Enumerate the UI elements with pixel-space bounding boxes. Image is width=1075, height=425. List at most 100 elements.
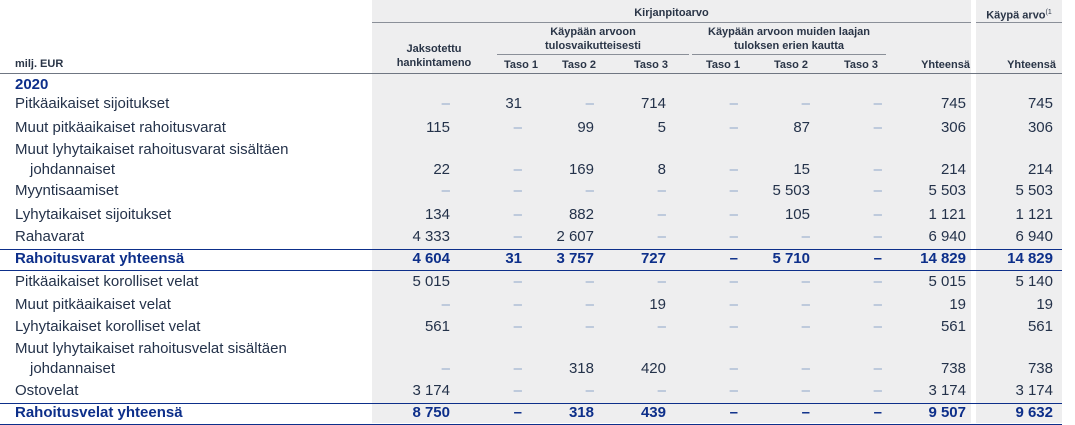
table-cell: – bbox=[729, 206, 738, 223]
table-cell: – bbox=[873, 228, 882, 245]
table-cell: – bbox=[729, 182, 738, 199]
table-cell: – bbox=[873, 161, 882, 178]
table-cell: 169 bbox=[568, 161, 594, 178]
table-cell: – bbox=[441, 182, 450, 199]
table-cell: 87 bbox=[793, 119, 810, 136]
row-label: Lyhytaikaiset korolliset velat bbox=[15, 318, 201, 335]
table-cell: – bbox=[873, 250, 882, 267]
table-cell: 31 bbox=[505, 95, 522, 112]
table-cell: 1 121 bbox=[928, 206, 966, 223]
table-cell: 727 bbox=[640, 250, 666, 267]
table-cell: 5 503 bbox=[1015, 182, 1053, 199]
header-yhteensa: Yhteensä bbox=[921, 59, 970, 71]
table-cell: – bbox=[729, 360, 738, 377]
table-cell: – bbox=[441, 296, 450, 313]
row-label-continued: johdannaiset bbox=[30, 360, 116, 377]
table-cell: – bbox=[513, 360, 522, 377]
table-cell: – bbox=[513, 296, 522, 313]
table-cell: 306 bbox=[940, 119, 966, 136]
total-rule-bottom bbox=[0, 270, 1062, 271]
table-cell: – bbox=[657, 206, 666, 223]
row-label: Rahoitusvelat yhteensä bbox=[15, 404, 183, 421]
table-cell: – bbox=[873, 360, 882, 377]
table-cell: 105 bbox=[784, 206, 810, 223]
table-cell: 214 bbox=[1027, 161, 1053, 178]
table-cell: – bbox=[585, 182, 594, 199]
table-cell: 5 503 bbox=[772, 182, 810, 199]
table-cell: 4 333 bbox=[412, 228, 450, 245]
row-label: Rahavarat bbox=[15, 228, 85, 245]
table-cell: 5 015 bbox=[412, 273, 450, 290]
row-label: Muut lyhytaikaiset rahoitusvarat sisältä… bbox=[15, 141, 289, 158]
table-cell: – bbox=[513, 182, 522, 199]
table-cell: 745 bbox=[940, 95, 966, 112]
table-cell: 306 bbox=[1027, 119, 1053, 136]
header-rule-bottom bbox=[0, 73, 1062, 74]
header-taso1b: Taso 1 bbox=[705, 59, 741, 71]
table-cell: – bbox=[513, 119, 522, 136]
table-cell: – bbox=[513, 318, 522, 335]
table-cell: – bbox=[873, 206, 882, 223]
row-label: Pitkäaikaiset sijoitukset bbox=[15, 95, 170, 112]
table-cell: 2 607 bbox=[556, 228, 594, 245]
header-rule-top-fv bbox=[976, 22, 1062, 23]
table-cell: – bbox=[729, 119, 738, 136]
row-label-continued: johdannaiset bbox=[30, 161, 116, 178]
table-cell: 14 829 bbox=[920, 250, 966, 267]
table-cell: – bbox=[513, 404, 522, 421]
total-rule-top bbox=[0, 249, 1062, 250]
header-group-muut: Käypään arvoon muiden laajan tuloksen eri… bbox=[708, 26, 870, 52]
table-cell: – bbox=[873, 382, 882, 399]
table-cell: 9 632 bbox=[1015, 404, 1053, 421]
table-cell: – bbox=[729, 382, 738, 399]
row-label: Ostovelat bbox=[15, 382, 79, 399]
table-cell: – bbox=[801, 404, 810, 421]
table-cell: 738 bbox=[1027, 360, 1053, 377]
table-cell: 561 bbox=[1027, 318, 1053, 335]
table-cell: – bbox=[801, 273, 810, 290]
table-cell: 31 bbox=[505, 250, 522, 267]
header-taso3b: Taso 3 bbox=[843, 59, 879, 71]
table-cell: – bbox=[585, 318, 594, 335]
row-label: Muut pitkäaikaiset rahoitusvarat bbox=[15, 119, 226, 136]
table-cell: 561 bbox=[424, 318, 450, 335]
row-label: Muut lyhytaikaiset rahoitusvelat sisältä… bbox=[15, 340, 287, 357]
table-cell: – bbox=[873, 95, 882, 112]
table-cell: 115 bbox=[426, 119, 450, 136]
table-cell: 19 bbox=[1036, 296, 1053, 313]
table-cell: – bbox=[801, 318, 810, 335]
table-cell: 14 829 bbox=[1007, 250, 1053, 267]
row-label: Rahoitusvarat yhteensä bbox=[15, 250, 185, 267]
table-cell: – bbox=[729, 273, 738, 290]
table-cell: – bbox=[513, 206, 522, 223]
header-jaksotettu: Jaksotettu hankintameno bbox=[396, 43, 472, 69]
table-cell: – bbox=[657, 382, 666, 399]
row-label: Muut pitkäaikaiset velat bbox=[15, 296, 171, 313]
header-rule-muut bbox=[692, 54, 886, 55]
table-cell: 6 940 bbox=[928, 228, 966, 245]
header-kirjanpitoarvo: Kirjanpitoarvo bbox=[634, 7, 709, 19]
table-cell: 3 757 bbox=[556, 250, 594, 267]
table-cell: – bbox=[729, 228, 738, 245]
table-cell: – bbox=[801, 360, 810, 377]
table-cell: – bbox=[513, 273, 522, 290]
table-cell: 8 750 bbox=[412, 404, 450, 421]
table-cell: – bbox=[585, 382, 594, 399]
table-cell: 3 174 bbox=[1015, 382, 1053, 399]
table-cell: 19 bbox=[649, 296, 666, 313]
table-cell: 214 bbox=[940, 161, 966, 178]
table-cell: – bbox=[873, 296, 882, 313]
table-cell: – bbox=[873, 182, 882, 199]
table-cell: – bbox=[657, 273, 666, 290]
row-label: Pitkäaikaiset korolliset velat bbox=[15, 273, 199, 290]
table-cell: 561 bbox=[940, 318, 966, 335]
table-cell: 5 140 bbox=[1015, 273, 1053, 290]
table-cell: 5 015 bbox=[928, 273, 966, 290]
table-cell: 9 507 bbox=[928, 404, 966, 421]
table-cell: – bbox=[729, 404, 738, 421]
table-cell: – bbox=[441, 360, 450, 377]
header-kaypa-arvo: Käypä arvo(1 bbox=[986, 9, 1052, 22]
table-cell: 1 121 bbox=[1015, 206, 1053, 223]
table-cell: – bbox=[729, 161, 738, 178]
table-cell: – bbox=[873, 318, 882, 335]
